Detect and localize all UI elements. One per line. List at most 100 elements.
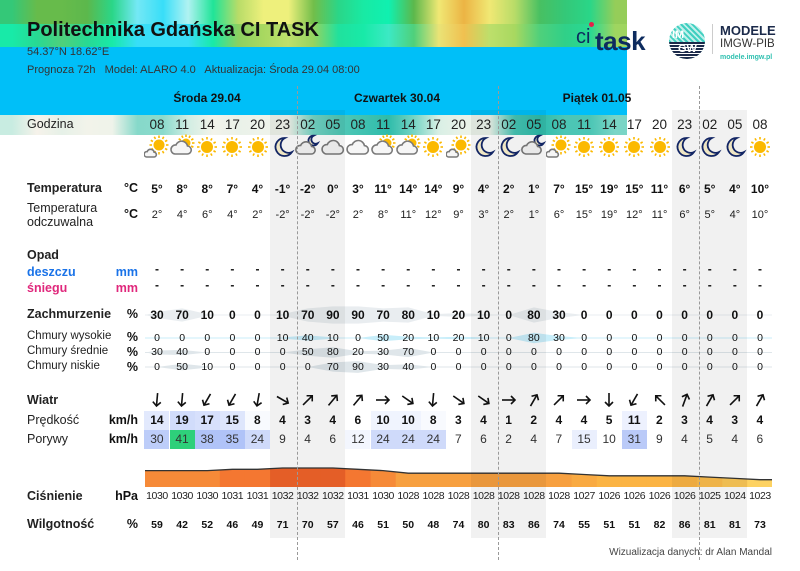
wind-arrow-icon xyxy=(224,392,240,408)
temperature-cell: 14° xyxy=(424,182,443,196)
wind-arrow-icon xyxy=(400,392,416,408)
high-clouds-cell: 0 xyxy=(229,332,236,344)
humidity-cell: 46 xyxy=(226,519,239,531)
pressure-cell: 1026 xyxy=(673,490,696,502)
cloud-cover-cell: 0 xyxy=(505,308,513,322)
snow-cell: - xyxy=(582,278,587,292)
cloud-cover-cell: 90 xyxy=(351,308,365,322)
low-clouds-cell: 0 xyxy=(581,361,588,373)
rain-cell: - xyxy=(758,262,762,276)
high-clouds-cell: 40 xyxy=(301,332,314,344)
citask-ci: ci xyxy=(576,26,591,48)
wind-speed-cell: 4 xyxy=(329,413,337,427)
cloud-sun-icon xyxy=(169,134,195,160)
high-clouds-cell: 10 xyxy=(477,332,490,344)
feels-like-cell: 2° xyxy=(503,209,515,221)
feels-like-cell: 4° xyxy=(227,209,238,221)
feels-like-cell: 4° xyxy=(176,209,188,221)
snow-cell: - xyxy=(431,278,436,292)
temperature-cell: 8° xyxy=(201,182,213,196)
pressure-cell: 1030 xyxy=(146,490,168,502)
cloud-icon xyxy=(345,134,371,160)
mid-clouds-cell: 0 xyxy=(254,346,261,358)
unit-label: km/h xyxy=(108,432,138,446)
mid-clouds-cell: 0 xyxy=(480,346,487,358)
wind-speed-cell: 11 xyxy=(621,411,647,430)
wind-speed-cell: 1 xyxy=(505,413,512,427)
wind-speed-cell: 15 xyxy=(219,411,245,430)
high-clouds-cell: 0 xyxy=(681,332,688,344)
unit-label: mm xyxy=(115,265,138,279)
rain-cell: - xyxy=(381,262,386,276)
sun-icon xyxy=(420,134,446,160)
mid-clouds-cell: 0 xyxy=(204,346,211,358)
wind-gust-cell: 15 xyxy=(571,430,597,449)
rain-cell: - xyxy=(280,262,285,276)
mid-clouds-cell: 0 xyxy=(229,346,236,358)
unit-label: % xyxy=(126,517,138,531)
snow-cell: - xyxy=(330,278,335,292)
feels-like-label: Temperatura odczuwalna xyxy=(27,201,98,229)
hour-cell: 02 xyxy=(300,117,316,132)
low-clouds-cell: 0 xyxy=(530,361,537,373)
wind-gust-cell: 4 xyxy=(681,432,688,446)
pressure-cell xyxy=(345,468,372,487)
humidity-cell: 48 xyxy=(427,519,440,531)
humidity-cell: 52 xyxy=(201,519,214,531)
temperature-cell: 4° xyxy=(477,182,490,196)
rain-cell: - xyxy=(506,262,511,276)
wind-gust-cell: 4 xyxy=(530,432,538,446)
rain-cell: - xyxy=(707,262,712,276)
mid-clouds-cell: 30 xyxy=(377,346,389,358)
high-clouds-cell: 0 xyxy=(179,332,186,344)
pressure-cell: 1032 xyxy=(321,490,344,502)
wind-gust-cell: 38 xyxy=(194,430,220,449)
low-clouds-cell: 0 xyxy=(656,361,663,373)
mid-clouds-cell: 0 xyxy=(556,346,562,358)
pressure-cell xyxy=(496,468,522,487)
wind-arrow-icon xyxy=(727,392,743,408)
night-shading xyxy=(672,110,698,538)
rain-cell: - xyxy=(632,262,637,276)
mid-clouds-cell: 20 xyxy=(352,346,364,358)
cloud-cover-cell: 0 xyxy=(681,308,688,322)
day-divider xyxy=(497,86,499,560)
red-dot xyxy=(589,22,594,27)
high-clouds-cell: 0 xyxy=(154,332,160,344)
page-title: Politechnika Gdańska CI TASK xyxy=(27,19,319,41)
feels-like-cell: -2° xyxy=(300,209,315,221)
humidity-label: Wilgotność xyxy=(27,517,95,531)
low-clouds-label: Chmury niskie xyxy=(27,360,100,372)
feels-like-cell: 4° xyxy=(729,209,741,221)
pressure-cell xyxy=(521,468,547,487)
feels-like-cell: 6° xyxy=(679,209,690,221)
cloud-cover-cell: 0 xyxy=(656,308,663,322)
snow-cell: - xyxy=(682,278,687,292)
wind-gust-cell: 41 xyxy=(169,430,195,449)
high-clouds-cell: 0 xyxy=(581,332,588,344)
imgw-url[interactable]: modele.imgw.pl xyxy=(720,54,773,61)
moon-icon xyxy=(471,134,497,160)
snow-cell: - xyxy=(657,278,662,292)
feels-like-cell: 1° xyxy=(528,209,540,221)
temperature-cell: 0° xyxy=(327,182,339,196)
temperature-cell: 15° xyxy=(575,182,594,196)
humidity-bar xyxy=(0,115,627,135)
pressure-cell xyxy=(270,468,296,487)
humidity-cell: 46 xyxy=(352,519,364,531)
humidity-cell: 86 xyxy=(528,519,540,531)
wind-gust-cell: 6 xyxy=(480,432,487,446)
low-clouds-cell: 30 xyxy=(377,361,389,373)
rain-cell: - xyxy=(657,262,662,276)
wind-speed-cell: 5 xyxy=(605,413,613,427)
high-clouds-cell: 0 xyxy=(204,332,211,344)
pressure-cell: 1024 xyxy=(723,490,746,502)
low-clouds-cell: 0 xyxy=(556,361,562,373)
snow-cell: - xyxy=(406,278,411,292)
rain-cell: - xyxy=(180,262,185,276)
wind-gust-cell: 2 xyxy=(505,432,512,446)
low-clouds-cell: 90 xyxy=(352,361,364,373)
feels-like-cell: 5° xyxy=(704,209,716,221)
hour-cell: 20 xyxy=(651,117,668,132)
